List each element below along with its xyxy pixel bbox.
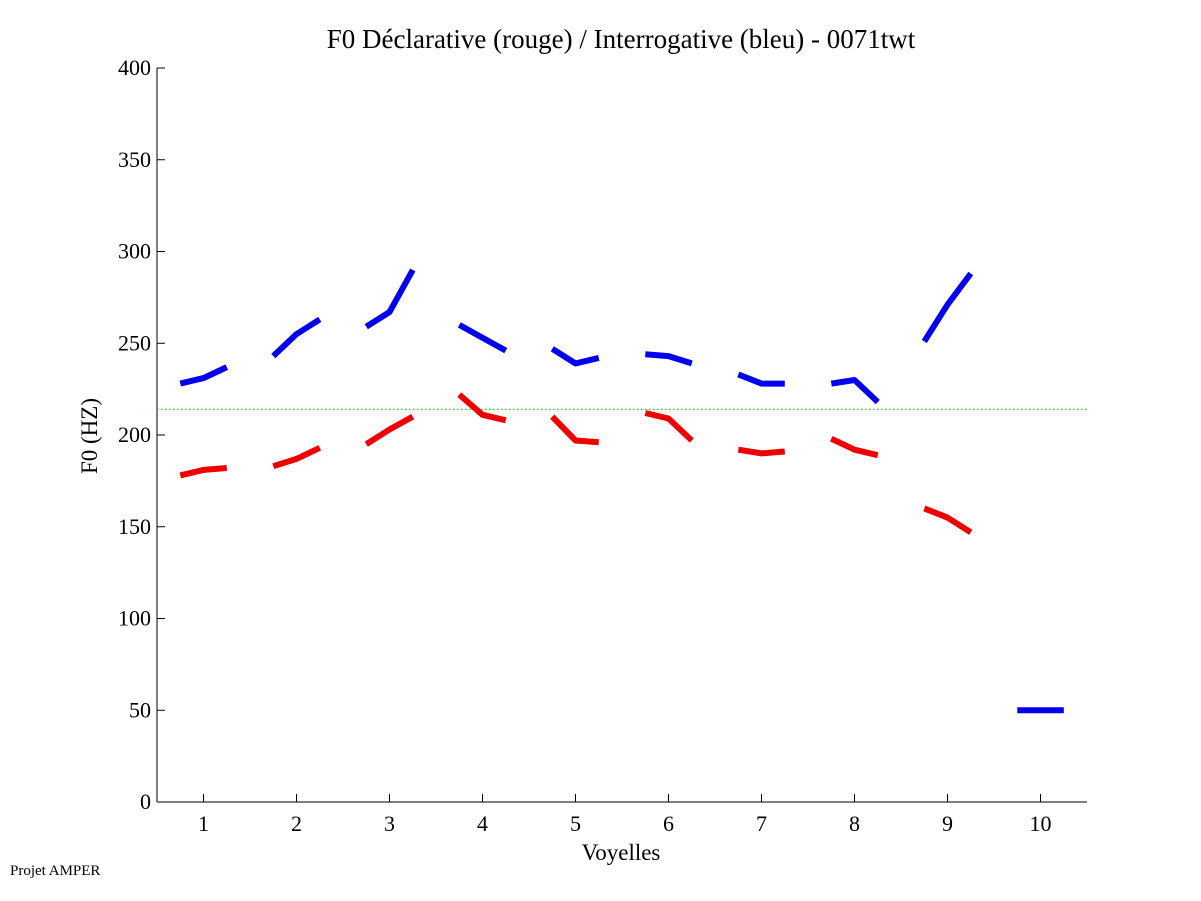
declarative-segment-7 [737, 446, 786, 457]
x-tick-label: 6 [663, 811, 674, 836]
y-tick-label: 100 [118, 606, 151, 631]
interrogative-segment-3 [364, 268, 416, 330]
interrogative-segment-8 [830, 377, 880, 405]
declarative-segment-8 [830, 435, 879, 459]
y-tick-label: 200 [118, 422, 151, 447]
interrogative-segment-6 [645, 351, 693, 367]
x-tick-label: 4 [477, 811, 488, 836]
interrogative-segment-9 [921, 271, 974, 344]
interrogative-segment-1 [179, 364, 229, 387]
declarative-segment-1 [179, 465, 228, 479]
y-tick-label: 0 [140, 789, 151, 814]
y-tick-label: 150 [118, 514, 151, 539]
chart-title: F0 Déclarative (rouge) / Interrogative (… [327, 24, 916, 54]
x-tick-label: 5 [570, 811, 581, 836]
declarative-segment-3 [364, 413, 415, 447]
declarative-segment-5 [550, 414, 600, 446]
interrogative-segment-2 [271, 316, 322, 359]
x-tick-label: 9 [942, 811, 953, 836]
x-tick-label: 8 [849, 811, 860, 836]
footer-credit: Projet AMPER [10, 863, 101, 879]
plot-area: 0 50 100 150 200 250 300 350 400 1 2 3 4 5 6 7 8 9 10 [118, 55, 1087, 836]
declarative-segment-9 [923, 505, 973, 535]
declarative-segment-4 [457, 392, 507, 424]
x-tick-label: 1 [198, 811, 209, 836]
interrogative-segment-5 [550, 346, 600, 367]
y-axis-label: F0 (HZ) [77, 398, 102, 474]
interrogative-segment-7 [737, 371, 785, 387]
y-tick-label: 50 [129, 697, 151, 722]
y-tick-label: 350 [118, 147, 151, 172]
x-tick-label: 2 [291, 811, 302, 836]
x-axis-label: Voyelles [582, 840, 661, 865]
x-tick-label: 3 [384, 811, 395, 836]
y-tick-label: 300 [118, 239, 151, 264]
interrogative-segment-4 [457, 322, 508, 354]
y-tick-label: 400 [118, 55, 151, 80]
declarative-segment-6 [644, 410, 694, 443]
declarative-segment-2 [272, 445, 322, 470]
x-tick-label: 7 [756, 811, 767, 836]
x-tick-label: 10 [1030, 811, 1052, 836]
y-tick-label: 250 [118, 330, 151, 355]
